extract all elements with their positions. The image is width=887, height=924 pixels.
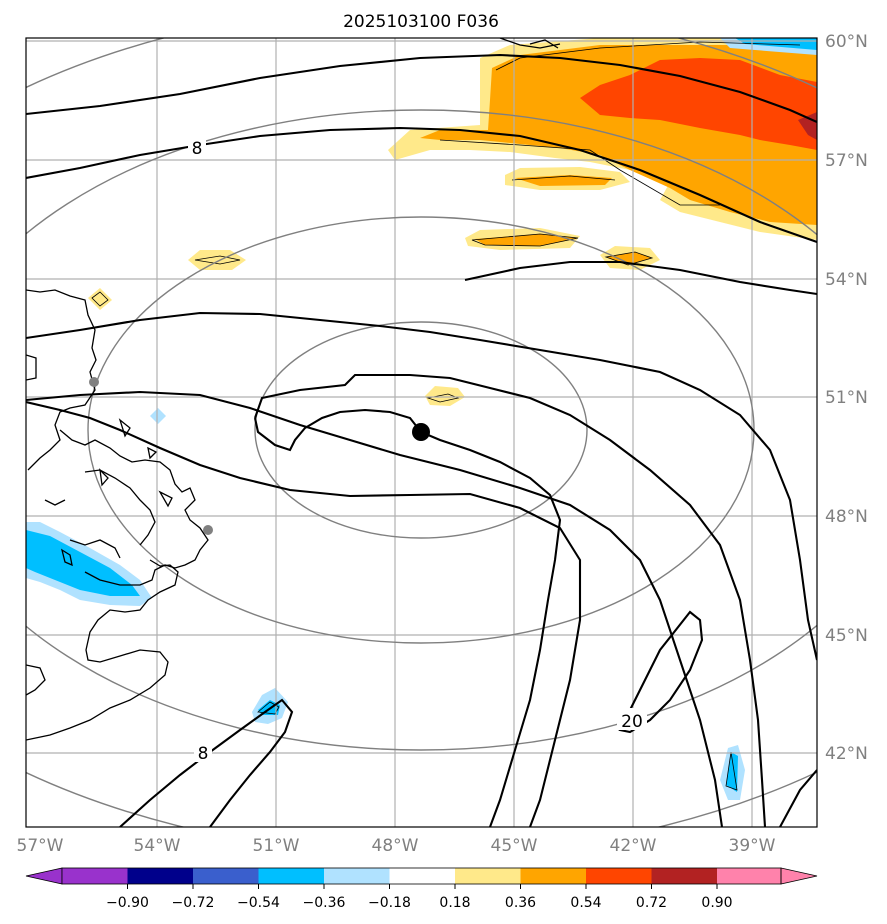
colorbar-bin <box>324 868 390 884</box>
latitude-labels: 60°N 57°N 54°N 51°N 48°N 45°N 42°N <box>825 32 868 764</box>
colorbar-bin <box>127 868 193 884</box>
contour-label-1: 8 <box>192 139 203 159</box>
colorbar-bin <box>717 868 781 884</box>
lat-label-57: 57°N <box>825 151 868 171</box>
shade-blob-5 <box>88 288 112 310</box>
shade-blob-2-orange <box>475 234 578 246</box>
colorbar-bin <box>62 868 128 884</box>
contour-labels: 8 8 20 <box>188 137 647 764</box>
storm-center-marker <box>412 423 430 441</box>
contour-label-3: 20 <box>621 712 643 732</box>
lon-label-57: 57°W <box>17 836 64 856</box>
colorbar-tick-labels: −0.90 −0.72 −0.54 −0.36 −0.18 0.18 0.36 … <box>106 895 733 911</box>
colorbar-extend-high <box>780 867 818 885</box>
colorbar-tick-label: 0.72 <box>636 895 667 911</box>
colorbar-tick-label: −0.90 <box>106 895 149 911</box>
colorbar-tick-label: −0.18 <box>368 895 411 911</box>
colorbar-bin <box>651 868 717 884</box>
colorbar-bin <box>520 868 586 884</box>
lat-label-45: 45°N <box>825 626 868 646</box>
shade-light-blue-dot <box>150 408 166 424</box>
colorbar-tick-label: −0.72 <box>172 895 215 911</box>
lat-label-54: 54°N <box>825 270 868 290</box>
lat-label-51: 51°N <box>825 388 868 408</box>
lat-label-48: 48°N <box>825 507 868 527</box>
colorbar-frame <box>61 867 782 885</box>
shade-cyan-w <box>26 530 140 596</box>
station-marker-1 <box>89 377 99 387</box>
lon-label-54: 54°W <box>134 836 181 856</box>
station-marker-2 <box>203 525 213 535</box>
shade-red-ne <box>580 58 817 150</box>
lon-label-45: 45°W <box>491 836 538 856</box>
colorbar-bin <box>258 868 324 884</box>
colorbar-tick-label: −0.54 <box>237 895 280 911</box>
colorbar-bin <box>193 868 259 884</box>
shaded-field <box>26 38 817 800</box>
colorbar-bin <box>455 868 521 884</box>
colorbar-extend-low <box>25 867 63 885</box>
lon-label-39: 39°W <box>729 836 776 856</box>
map-frame <box>25 37 818 828</box>
colorbar-bin <box>389 868 455 884</box>
colorbar-tick-label: 0.90 <box>701 895 732 911</box>
lon-label-42: 42°W <box>610 836 657 856</box>
colorbar-bin <box>586 868 652 884</box>
colorbar-tick-label: 0.18 <box>439 895 470 911</box>
lon-label-48: 48°W <box>372 836 419 856</box>
colorbar: −0.90 −0.72 −0.54 −0.36 −0.18 0.18 0.36 … <box>25 867 818 911</box>
shade-cyan-s <box>258 700 280 715</box>
contour-label-2: 8 <box>198 744 209 764</box>
map-title: 2025103100 F036 <box>343 12 499 32</box>
height-contours <box>26 53 817 827</box>
colorbar-tick-label: −0.36 <box>303 895 346 911</box>
lat-label-42: 42°N <box>825 744 868 764</box>
graticule <box>26 38 817 827</box>
longitude-labels: 57°W 54°W 51°W 48°W 45°W 42°W 39°W <box>17 836 776 856</box>
shade-cyan-se <box>726 752 738 792</box>
lat-label-60: 60°N <box>825 32 868 52</box>
colorbar-tick-label: 0.36 <box>505 895 536 911</box>
lon-label-51: 51°W <box>253 836 300 856</box>
colorbar-ticks <box>127 884 718 889</box>
colorbar-tick-label: 0.54 <box>570 895 601 911</box>
shade-blob-6 <box>425 386 465 406</box>
coastline <box>26 38 561 741</box>
